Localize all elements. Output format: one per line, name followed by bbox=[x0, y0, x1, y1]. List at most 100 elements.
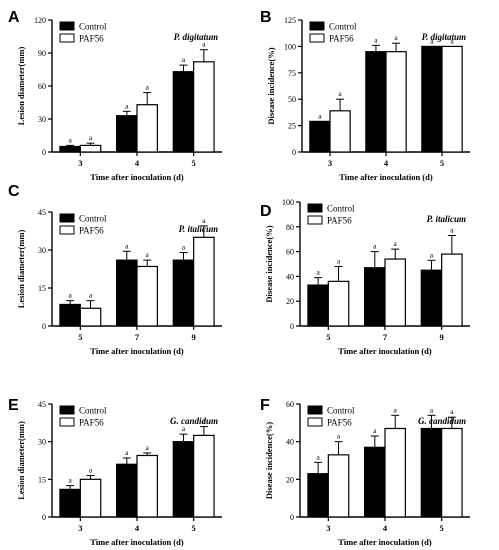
legend-label-paf56: PAF56 bbox=[329, 34, 354, 44]
chart-panel-c: C 0 15 30 45 Lesion diameter(mm) Time after in… bbox=[8, 183, 222, 356]
x-tick-label: 3 bbox=[78, 523, 82, 533]
legend-swatch-paf56 bbox=[59, 33, 75, 43]
species-label: P. digitatum bbox=[174, 32, 218, 42]
significance-label: a bbox=[337, 432, 341, 441]
legend-swatch-control bbox=[309, 21, 325, 31]
bar-control bbox=[115, 463, 138, 518]
bar-control bbox=[115, 259, 138, 327]
x-axis-label: Time after inoculation (d) bbox=[339, 172, 433, 182]
significance-label: a bbox=[316, 268, 320, 277]
significance-label: a bbox=[316, 452, 320, 461]
legend-label-paf56: PAF56 bbox=[327, 216, 352, 226]
y-tick-label: 60 bbox=[286, 248, 294, 257]
x-axis-label: Time after inoculation (d) bbox=[90, 172, 184, 182]
y-tick-label: 15 bbox=[38, 284, 46, 293]
chart-panel-b: B 0 25 50 75 100 125 Disease incidence(%) Time a… bbox=[260, 9, 470, 182]
x-tick-label: 5 bbox=[440, 523, 444, 533]
y-tick-label: 25 bbox=[288, 122, 296, 131]
bar-control bbox=[307, 284, 329, 327]
significance-label: a bbox=[373, 242, 377, 251]
y-tick-label: 40 bbox=[286, 272, 294, 281]
x-tick-label: 3 bbox=[78, 158, 82, 168]
x-tick-label: 3 bbox=[328, 158, 332, 168]
x-tick-label: 5 bbox=[192, 523, 196, 533]
bar-paf56 bbox=[441, 45, 463, 153]
x-tick-label: 7 bbox=[383, 332, 388, 342]
y-tick-label: 125 bbox=[284, 16, 296, 25]
y-tick-label: 45 bbox=[38, 400, 46, 409]
panel-letter: F bbox=[260, 397, 270, 414]
significance-label: a bbox=[89, 466, 93, 475]
significance-label: a bbox=[125, 448, 129, 457]
y-tick-label: 15 bbox=[38, 475, 46, 484]
legend-swatch-paf56 bbox=[59, 225, 75, 235]
significance-label: a bbox=[450, 36, 454, 45]
x-tick-label: 5 bbox=[192, 158, 196, 168]
significance-label: a bbox=[450, 407, 454, 416]
x-tick-label: 9 bbox=[440, 332, 444, 342]
significance-label: a bbox=[125, 241, 129, 250]
legend-swatch-paf56 bbox=[307, 417, 323, 427]
legend-swatch-paf56 bbox=[59, 417, 75, 427]
y-tick-label: 0 bbox=[42, 513, 46, 522]
bar-paf56 bbox=[384, 258, 406, 327]
bar-paf56 bbox=[327, 454, 350, 518]
y-tick-label: 60 bbox=[38, 82, 46, 91]
x-axis-label: Time after inoculation (d) bbox=[90, 346, 184, 356]
bar-paf56 bbox=[79, 478, 102, 518]
x-tick-label: 4 bbox=[135, 158, 140, 168]
y-tick-label: 30 bbox=[38, 115, 46, 124]
significance-label: a bbox=[182, 424, 186, 433]
bar-paf56 bbox=[329, 110, 351, 153]
y-tick-label: 100 bbox=[284, 42, 296, 51]
legend-label-control: Control bbox=[79, 22, 107, 32]
x-tick-label: 9 bbox=[192, 332, 196, 342]
bar-control bbox=[172, 441, 195, 518]
y-tick-label: 40 bbox=[286, 438, 294, 447]
bar-paf56 bbox=[327, 280, 350, 327]
significance-label: a bbox=[430, 36, 434, 45]
x-axis-label: Time after inoculation (d) bbox=[338, 346, 432, 356]
legend-label-control: Control bbox=[79, 406, 107, 416]
x-tick-label: 5 bbox=[78, 332, 82, 342]
bar-paf56 bbox=[193, 236, 215, 327]
x-tick-label: 5 bbox=[440, 158, 444, 168]
legend-label-paf56: PAF56 bbox=[79, 34, 104, 44]
significance-label: a bbox=[450, 225, 454, 234]
panel-letter: E bbox=[8, 397, 19, 414]
y-tick-label: 100 bbox=[282, 198, 294, 207]
y-axis-label: Disease incidence(%) bbox=[266, 47, 276, 124]
legend-label-control: Control bbox=[329, 22, 357, 32]
legend-label-control: Control bbox=[327, 204, 355, 214]
significance-label: a bbox=[373, 426, 377, 435]
bar-paf56 bbox=[136, 265, 158, 327]
significance-label: a bbox=[394, 405, 398, 414]
y-tick-label: 75 bbox=[288, 69, 296, 78]
bar-paf56 bbox=[193, 61, 215, 153]
y-tick-label: 0 bbox=[42, 148, 46, 157]
bar-paf56 bbox=[385, 51, 407, 153]
species-label: P. digitatum bbox=[422, 32, 466, 42]
y-tick-label: 80 bbox=[286, 223, 294, 232]
significance-label: a bbox=[430, 405, 434, 414]
x-tick-label: 4 bbox=[135, 523, 140, 533]
significance-label: a bbox=[182, 243, 186, 252]
x-tick-label: 4 bbox=[384, 158, 389, 168]
significance-label: a bbox=[146, 443, 150, 452]
bar-control bbox=[172, 259, 195, 327]
significance-label: a bbox=[68, 135, 72, 144]
bar-control bbox=[420, 427, 443, 518]
panel-letter: B bbox=[260, 9, 272, 26]
bar-control bbox=[59, 303, 81, 327]
bar-paf56 bbox=[79, 144, 102, 153]
x-tick-label: 7 bbox=[135, 332, 140, 342]
bar-control bbox=[365, 51, 387, 153]
legend-swatch-control bbox=[307, 203, 323, 213]
panel-letter: D bbox=[260, 203, 272, 220]
significance-label: a bbox=[202, 216, 206, 225]
bar-paf56 bbox=[136, 454, 158, 518]
significance-label: a bbox=[318, 111, 322, 120]
y-tick-label: 30 bbox=[38, 438, 46, 447]
